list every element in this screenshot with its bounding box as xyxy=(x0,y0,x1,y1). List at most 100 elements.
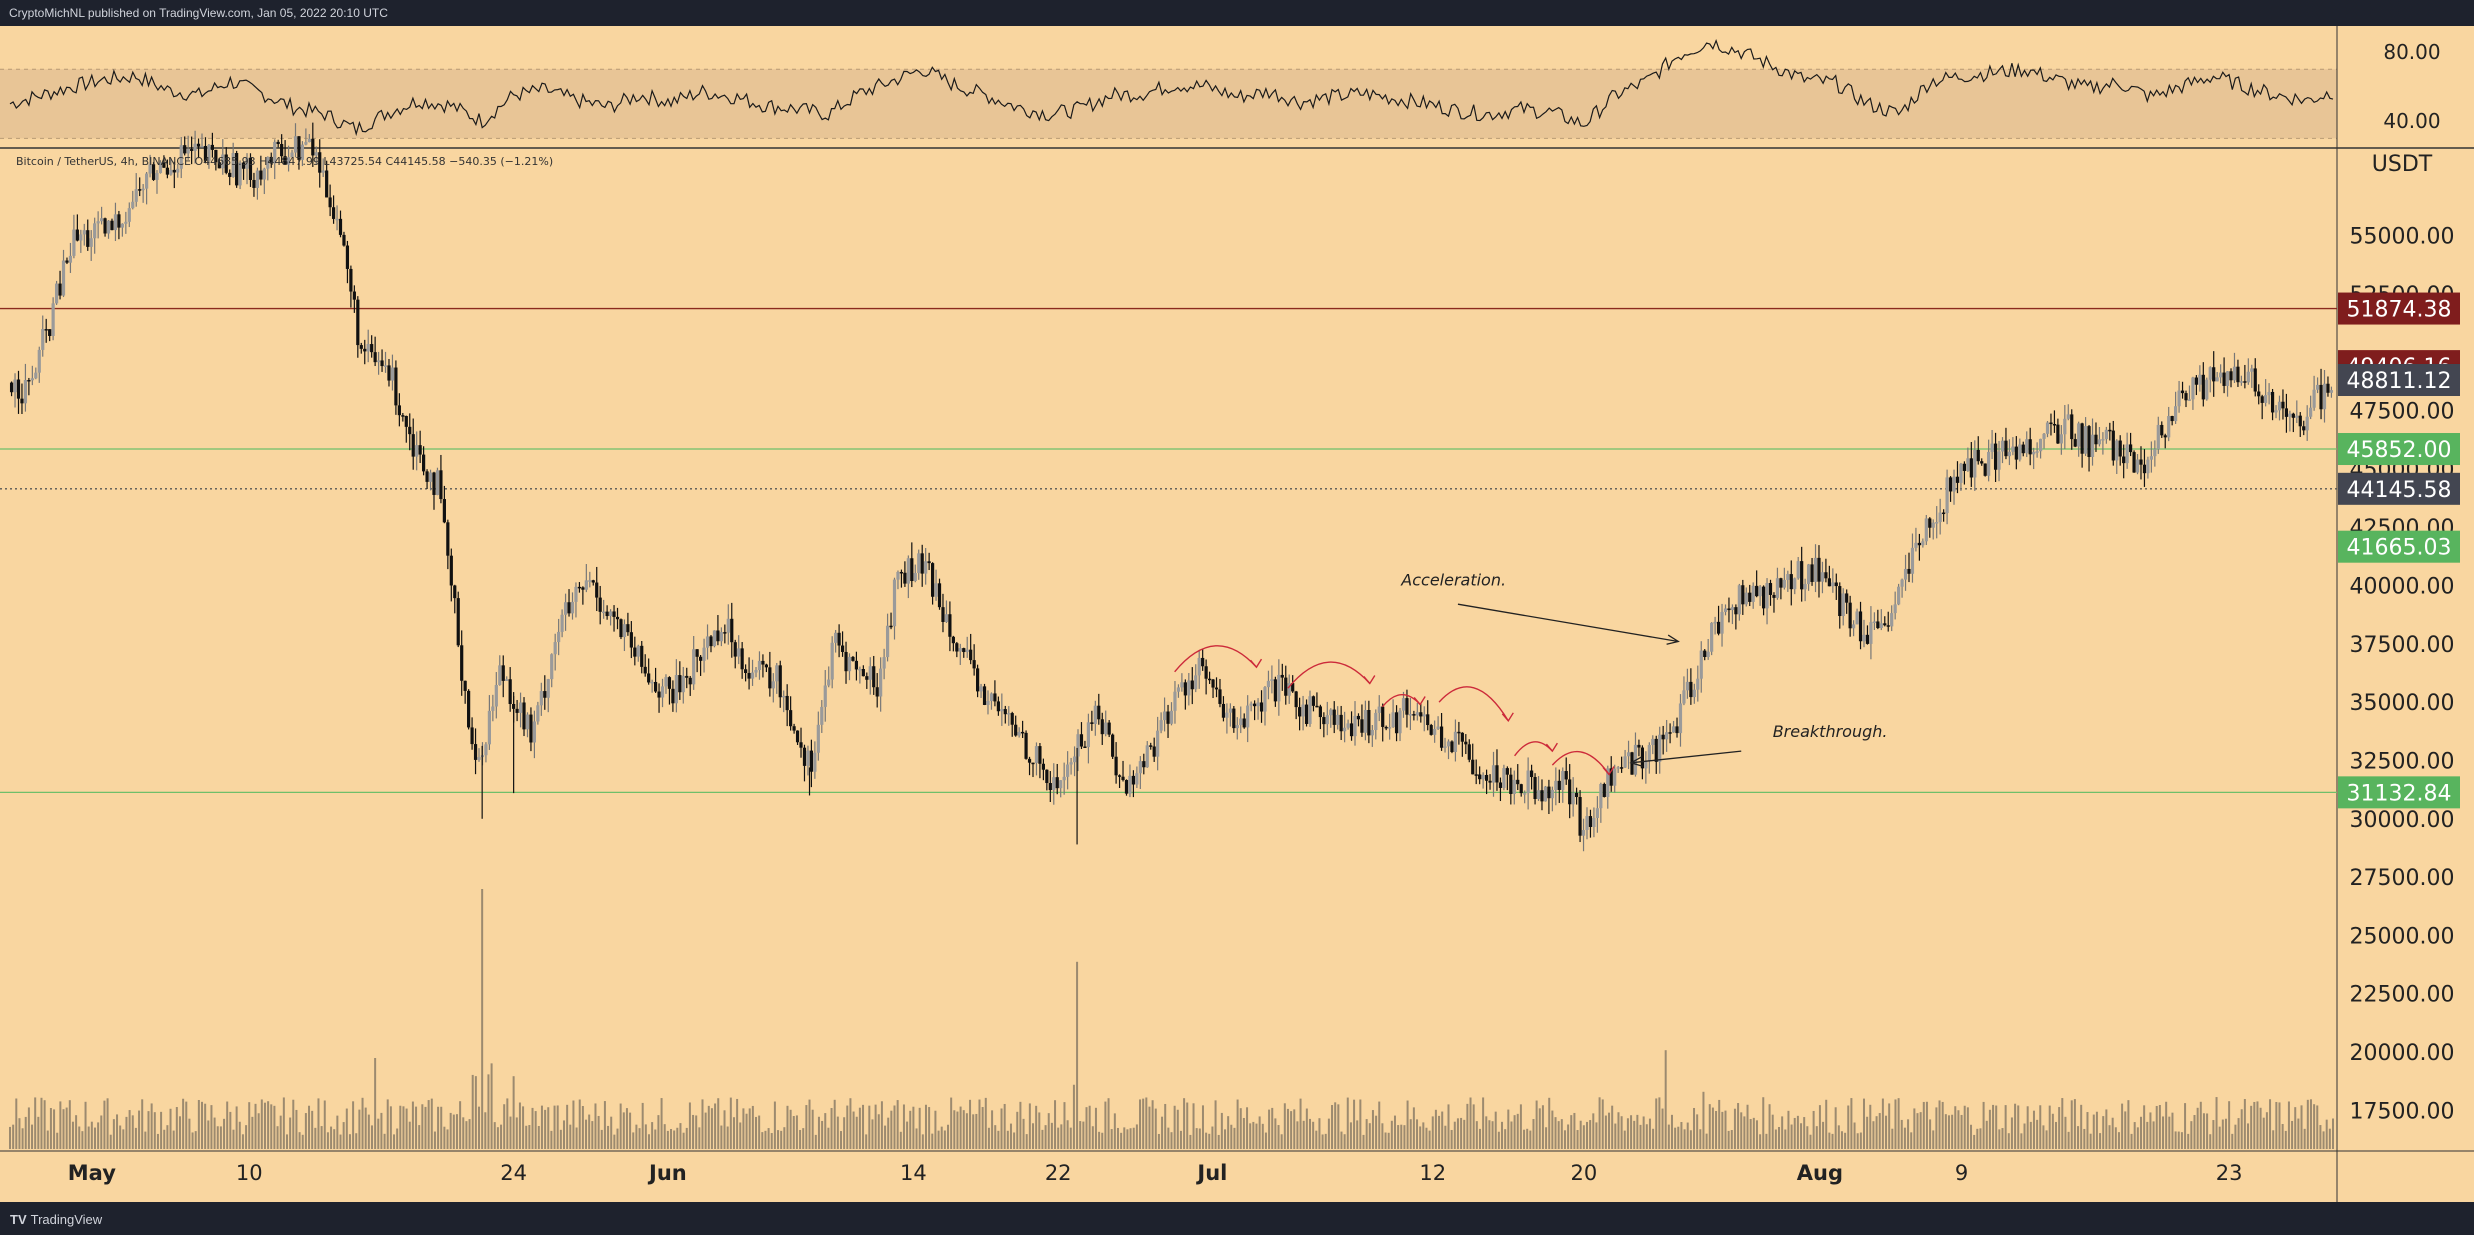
candle-body xyxy=(1353,715,1357,737)
candle-body xyxy=(1093,705,1097,724)
candle-body xyxy=(86,230,90,247)
volume-bar xyxy=(1935,1107,1938,1149)
volume-bar xyxy=(2070,1100,2073,1149)
price-tick-label: 30000.00 xyxy=(2350,808,2455,833)
volume-bar xyxy=(1201,1105,1204,1149)
volume-bar xyxy=(1460,1117,1463,1149)
volume-bar xyxy=(1743,1116,1746,1149)
candle-body xyxy=(705,636,710,648)
volume-bar xyxy=(515,1117,518,1149)
volume-bar xyxy=(556,1105,559,1149)
volume-bar xyxy=(585,1119,588,1149)
volume-bar xyxy=(909,1110,912,1149)
volume-bar xyxy=(2184,1103,2187,1149)
candle-body xyxy=(685,675,689,678)
volume-bar xyxy=(289,1117,292,1149)
candle-body xyxy=(1246,705,1250,728)
time-tick-label: 14 xyxy=(900,1161,927,1185)
volume-bar xyxy=(339,1134,342,1149)
price-tick-label: 35000.00 xyxy=(2350,691,2455,716)
volume-bar xyxy=(2256,1101,2259,1149)
volume-bar xyxy=(572,1100,575,1149)
candle-body xyxy=(584,580,588,590)
volume-bar xyxy=(46,1130,49,1149)
volume-bar xyxy=(1894,1099,1897,1149)
candle-body xyxy=(2167,416,2171,438)
candle-body xyxy=(986,700,990,705)
volume-bar xyxy=(906,1121,909,1149)
time-tick-label: 24 xyxy=(500,1161,527,1185)
volume-bar xyxy=(1548,1097,1551,1149)
volume-bar xyxy=(326,1132,329,1149)
candle-body xyxy=(200,145,204,148)
candle-body xyxy=(82,230,86,235)
candle-body xyxy=(851,656,855,661)
volume-bar xyxy=(1242,1117,1245,1149)
volume-bar xyxy=(1705,1133,1708,1149)
candle-body xyxy=(1422,714,1426,717)
volume-bar xyxy=(1992,1104,1995,1149)
candle-body xyxy=(269,156,273,164)
price-tick-label: 20000.00 xyxy=(2350,1041,2455,1066)
volume-bar xyxy=(1142,1098,1145,1149)
candle-body xyxy=(1329,709,1333,716)
candle-body xyxy=(1117,775,1122,777)
volume-bar xyxy=(1683,1129,1686,1149)
candle-body xyxy=(99,218,104,222)
volume-bar xyxy=(625,1108,628,1149)
volume-bar xyxy=(1110,1129,1113,1149)
volume-bar xyxy=(679,1123,682,1149)
volume-bar xyxy=(1617,1112,1620,1149)
candle-body xyxy=(266,156,270,169)
volume-bar xyxy=(487,1074,490,1149)
candle-body xyxy=(1685,681,1690,691)
volume-bar xyxy=(1387,1132,1390,1149)
volume-bar xyxy=(201,1101,204,1149)
candle-body xyxy=(1810,564,1814,582)
candle-body xyxy=(730,618,734,643)
volume-bar xyxy=(1774,1129,1777,1149)
candle-body xyxy=(764,664,768,668)
volume-bar xyxy=(559,1129,562,1149)
volume-bar xyxy=(156,1133,159,1149)
candle-body xyxy=(1370,730,1374,736)
volume-bar xyxy=(1598,1097,1601,1149)
volume-bar xyxy=(471,1074,474,1149)
candle-body xyxy=(1010,713,1014,725)
candle-body xyxy=(830,642,834,680)
candle-body xyxy=(1273,679,1277,702)
price-chart[interactable]: 80.0040.0055000.0052500.0047500.0045000.… xyxy=(0,26,2474,1202)
volume-bar xyxy=(1985,1120,1988,1149)
volume-bar xyxy=(1828,1132,1831,1149)
volume-bar xyxy=(613,1134,616,1149)
tradingview-brand[interactable]: TV TradingView xyxy=(10,1212,102,1227)
volume-bar xyxy=(241,1134,244,1149)
volume-bar xyxy=(1340,1131,1343,1149)
volume-bar xyxy=(1072,1084,1075,1149)
volume-bar xyxy=(1755,1120,1758,1149)
volume-bar xyxy=(81,1131,84,1149)
volume-bar xyxy=(1425,1127,1428,1149)
candle-body xyxy=(650,681,654,684)
candle-body xyxy=(1419,712,1423,717)
candle-body xyxy=(34,372,38,379)
candle-body xyxy=(605,611,609,617)
candle-body xyxy=(1761,586,1766,609)
volume-bar xyxy=(940,1126,943,1149)
volume-bar xyxy=(408,1121,411,1149)
candle-body xyxy=(1620,767,1624,769)
candle-body xyxy=(619,619,623,638)
volume-bar xyxy=(37,1116,40,1149)
volume-bar xyxy=(1362,1134,1365,1149)
volume-bar xyxy=(1116,1127,1119,1149)
candle-body xyxy=(1443,746,1447,748)
candle-body xyxy=(927,561,931,564)
candle-body xyxy=(1336,714,1340,725)
candle-body xyxy=(1083,746,1087,749)
candle-body xyxy=(380,360,384,367)
candle-body xyxy=(345,245,350,269)
candle-body xyxy=(1806,564,1811,585)
candle-body xyxy=(418,445,422,455)
candle-body xyxy=(1817,557,1821,582)
volume-bar xyxy=(2139,1116,2142,1149)
